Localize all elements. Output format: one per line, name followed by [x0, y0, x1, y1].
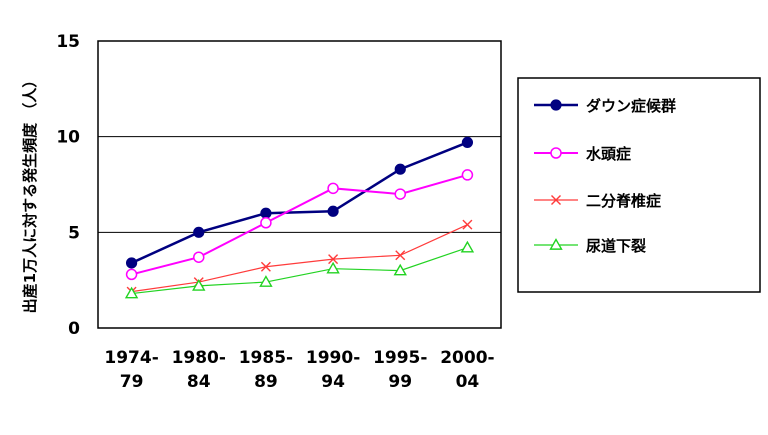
data-point [460, 240, 475, 253]
series-line [131, 141, 468, 265]
y-tick-label: 0 [68, 319, 80, 339]
legend-marker [549, 238, 563, 250]
data-point [328, 254, 339, 265]
data-point [394, 163, 406, 175]
x-tick-label: 1995-99 [373, 348, 427, 392]
plot-area-frame [97, 40, 502, 329]
x-tick-label: 2000-04 [440, 348, 494, 392]
data-point [260, 261, 271, 272]
data-point [260, 207, 272, 219]
data-point [124, 286, 139, 299]
y-tick-label: 10 [56, 128, 80, 148]
legend-label: 水頭症 [586, 145, 631, 163]
x-tick-label: 1980-84 [172, 348, 226, 392]
y-tick-label: 15 [56, 32, 80, 52]
x-tick-label: 1974-79 [104, 348, 158, 392]
x-axis-ticks: 1974-79 1980-84 1985-89 1990-94 1995-99 2000-… [104, 348, 494, 392]
data-point [461, 136, 474, 149]
data-point [193, 251, 205, 263]
data-point [393, 263, 407, 276]
legend-item: ダウン症候群 [534, 97, 676, 115]
y-axis-ticks: 0 5 10 15 [56, 32, 80, 339]
data-point [260, 217, 272, 229]
legend-marker [550, 147, 562, 159]
y-axis-label: 出産1万人に対する発生頻度 （人） [21, 73, 39, 314]
series-4 [124, 240, 475, 299]
legend-item: 水頭症 [534, 145, 631, 163]
gridlines [98, 136, 501, 233]
legend-label: 尿道下裂 [586, 237, 646, 255]
data-point [395, 250, 406, 261]
legend-box [517, 77, 761, 293]
x-tick-label: 1985-89 [239, 348, 293, 392]
data-point [326, 261, 340, 274]
data-point [327, 205, 339, 217]
legend-label: ダウン症候群 [586, 97, 676, 115]
data-point [327, 182, 339, 195]
legend-marker [551, 195, 561, 205]
data-point [394, 188, 406, 200]
data-point [192, 278, 206, 291]
data-point [259, 275, 273, 287]
series-2 [125, 169, 474, 281]
legend-marker [550, 99, 562, 111]
series-1 [125, 136, 474, 269]
series-line [131, 224, 468, 293]
y-tick-label: 5 [68, 223, 80, 243]
legend-label: 二分脊椎症 [586, 192, 661, 210]
data-point [193, 226, 205, 238]
data-point [125, 268, 138, 281]
series-line [131, 173, 468, 276]
series-3 [126, 219, 473, 297]
data-point [461, 169, 474, 181]
legend-item: 尿道下裂 [534, 237, 646, 255]
series-group [124, 136, 475, 299]
x-tick-label: 1990-94 [306, 348, 360, 392]
legend-item: 二分脊椎症 [534, 192, 661, 210]
data-point [462, 219, 473, 230]
data-point [125, 257, 138, 269]
series-line [131, 247, 468, 295]
